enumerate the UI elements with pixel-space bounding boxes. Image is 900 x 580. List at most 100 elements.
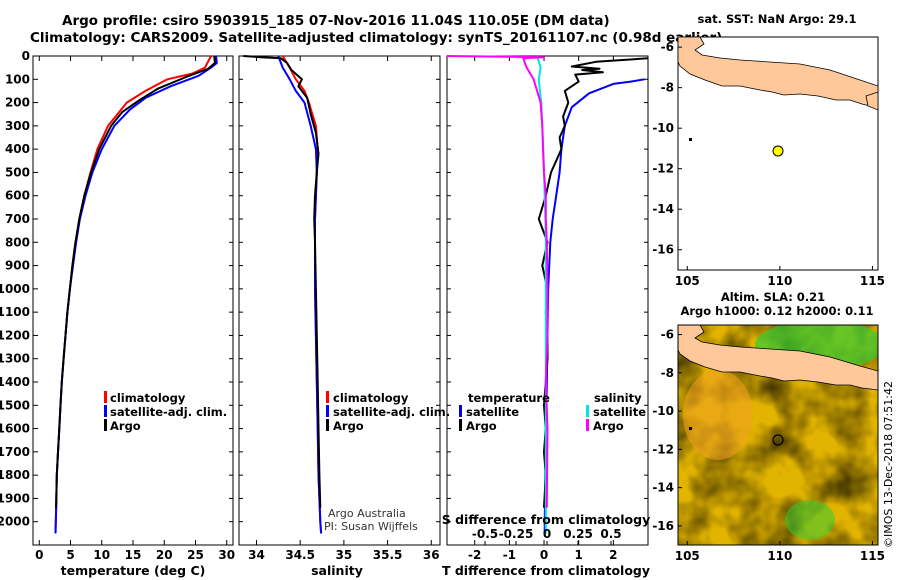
y-tick-label: 1300 [0,352,30,366]
x-tick-label: 1 [575,548,583,562]
legend-title-temperature: temperature [468,391,550,405]
y-tick-label: 1500 [0,398,30,412]
legend-label-s-satellite: satellite [593,405,646,419]
legend-swatch-argo [326,419,329,431]
s-tick-label: 0.25 [563,527,593,541]
annotation-pi: PI: Susan Wijffels [324,520,418,533]
x-tick-label: 0 [35,548,43,562]
lat-tick-label: -12 [652,162,674,176]
x-tick-label: 2 [609,548,617,562]
lat-tick-label: -6 [661,40,674,54]
y-tick-label: 300 [5,119,30,133]
lat-tick-label: -10 [652,121,674,135]
difference-plot: -2 -1 0 1 2 -0.5 -0.25 0 0.25 0.5 [446,55,649,562]
sst-argo-position-marker [772,145,784,157]
land-fragment [865,91,878,111]
lat-tick-label: -6 [661,328,674,342]
x-tick-label: 15 [125,548,142,562]
legend-swatch-argo [104,419,107,431]
y-tick-label: 200 [5,96,30,110]
legend-label-t-satellite: satellite [466,405,519,419]
x-tick-label: 34 [248,548,265,562]
y-tick-label: 1200 [0,328,30,342]
lon-tick-label: 110 [767,549,792,563]
legend-label-climatology: climatology [110,391,186,405]
figure-title-line1: Argo profile: csiro 5903915_185 07-Nov-2… [62,13,610,29]
legend-label-satellite: satellite-adj. clim. [110,405,227,419]
island-marker [689,427,692,430]
series-line-t-argo [537,57,649,508]
difference-legend: temperature satellite Argo salinity sate… [459,391,646,433]
legend-swatch-climatology [104,391,107,403]
sst-map-ticks: 105 110 115 -6 -8 -10 -12 -14 -16 [652,40,885,288]
legend-label-s-argo: Argo [593,419,624,433]
legend-title-salinity: salinity [594,391,642,405]
x-tick-label: 30 [218,548,235,562]
x-tick-label: 35 [336,548,353,562]
y-tick-label: 600 [5,189,30,203]
y-tick-label: 400 [5,142,30,156]
x-tick-label: 35.5 [373,548,403,562]
sla-map-title-line2: Argo h1000: 0.12 h2000: 0.11 [680,304,873,318]
legend-label-argo: Argo [333,419,364,433]
sla-map-frame [677,324,879,546]
lon-tick-label: 115 [860,549,885,563]
island-marker [689,138,692,141]
legend-label-climatology: climatology [333,391,409,405]
salinity-legend: climatology satellite-adj. clim. Argo [326,391,450,433]
y-tick-label: 1900 [0,491,30,505]
legend-label-argo: Argo [110,419,141,433]
annotation-argo-australia: Argo Australia [328,507,406,520]
sla-argo-position-marker [772,434,784,446]
y-tick-label: 900 [5,259,30,273]
y-tick-label: 1400 [0,375,30,389]
legend-swatch-satellite [104,405,107,417]
salinity-xlabel: salinity [311,563,363,578]
salinity-plot: 34 34.5 35 35.5 36 [239,55,440,562]
series-line-s-argo [446,55,549,508]
s-tick-label: 0 [543,527,551,541]
legend-swatch-t-argo [459,419,462,431]
sla-heatmap-group [678,325,878,545]
lat-tick-label: -8 [661,366,674,380]
temperature-xlabel: temperature (deg C) [61,563,206,578]
s-difference-xlabel: S difference from climatology [442,512,651,527]
series-line-argo [243,55,322,508]
credit-text: ©IMOS 13-Dec-2018 07:51:42 [882,381,895,548]
y-tick-label: 800 [5,235,30,249]
x-tick-label: 20 [156,548,173,562]
lat-tick-label: -10 [652,404,674,418]
y-tick-label: 700 [5,212,30,226]
sla-map-ticks: 105 110 115 -6 -8 -10 -12 -14 -16 [652,328,885,563]
x-tick-label: -1 [503,548,516,562]
legend-swatch-s-argo [586,419,589,431]
x-tick-label: 36 [423,548,440,562]
legend-label-satellite: satellite-adj. clim. [333,405,450,419]
y-tick-label: 1100 [0,305,30,319]
sla-cool-anomaly [785,500,835,540]
sst-map-land-group [678,37,878,141]
series-line-satellite-adj-clim- [54,55,218,534]
lat-tick-label: -14 [652,202,674,216]
land-polygon [678,37,878,109]
lat-tick-label: -16 [652,243,674,257]
sla-warm-anomaly [683,370,753,460]
y-tick-label: 1700 [0,445,30,459]
y-tick-label: 0 [22,49,30,63]
y-tick-label: 1800 [0,468,30,482]
legend-label-t-argo: Argo [466,419,497,433]
difference-xlabel: T difference from climatology [442,563,650,578]
x-tick-label: 25 [187,548,204,562]
lat-tick-label: -16 [652,519,674,533]
salinity-axes [238,55,441,546]
legend-swatch-s-satellite [586,405,589,417]
lon-tick-label: 110 [767,274,792,288]
y-tick-label: 1000 [0,282,30,296]
series-line-climatology [54,55,212,534]
lon-tick-label: 115 [860,274,885,288]
lon-tick-label: 105 [675,274,700,288]
x-tick-label: 34.5 [285,548,315,562]
temperature-legend: climatology satellite-adj. clim. Argo [104,391,227,433]
lon-tick-label: 105 [675,549,700,563]
